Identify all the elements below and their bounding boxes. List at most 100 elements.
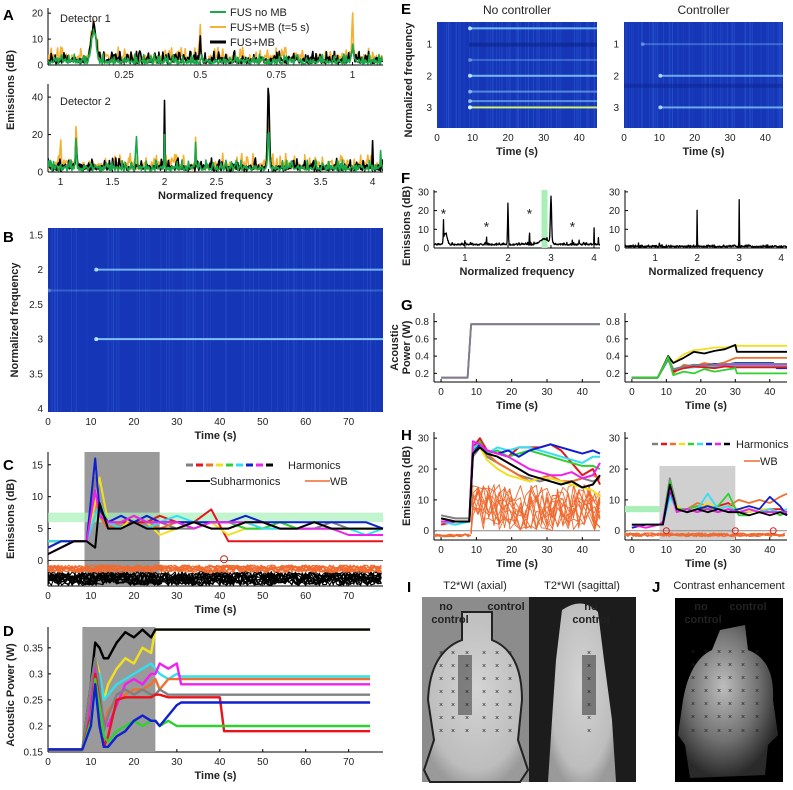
y-tick-label: 0.3	[29, 669, 43, 680]
control-label: control	[729, 601, 766, 613]
heatmap-dark-band	[469, 42, 597, 47]
legend-label: Harmonics	[736, 439, 789, 451]
wb-line	[470, 489, 601, 534]
x-tick-label: 0	[629, 545, 635, 556]
heatmap-speckle	[286, 228, 288, 412]
spectrum-series-line	[48, 131, 383, 172]
control-target-marker: ×	[482, 663, 486, 670]
heatmap-speckle	[342, 228, 344, 412]
no-control-target-marker: ×	[439, 702, 443, 709]
threshold-band	[625, 506, 660, 513]
heatmap-speckle	[370, 228, 372, 412]
y-tick-label: 0	[423, 526, 429, 537]
heatmap-speckle	[75, 228, 77, 412]
heatmap-dark-band	[624, 83, 783, 88]
x-tick-label: 10	[661, 387, 673, 398]
y-tick-label: 0	[37, 556, 43, 567]
x-tick-label: 40	[577, 545, 589, 556]
legend-label: Subharmonics	[210, 476, 281, 488]
heatmap-onset-spot	[468, 73, 472, 78]
heatmap-speckle	[633, 22, 635, 128]
spectrum-series-line	[48, 28, 383, 65]
heatmap-speckle	[352, 228, 354, 412]
heatmap-speckle	[463, 22, 465, 128]
no-control-target-marker: ×	[717, 701, 721, 708]
spectrum-series-line	[434, 195, 600, 246]
wb-line	[47, 564, 382, 574]
control-target-marker: ×	[495, 650, 499, 657]
heatmap-speckle	[243, 228, 245, 412]
power-series-line	[48, 657, 371, 751]
y-tick-label: 0.6	[415, 334, 429, 345]
control-target-marker: ×	[508, 728, 512, 735]
x-axis-label: Normalized frequency	[460, 266, 576, 278]
control-target-marker: ×	[741, 701, 745, 708]
no-control-target-marker: ×	[587, 676, 591, 683]
y-tick-label: 2	[613, 71, 619, 82]
legend-label: FUS+MB	[230, 37, 275, 49]
x-tick-label: 10	[85, 591, 97, 602]
power-series-line	[631, 356, 787, 379]
control-target-marker: ×	[755, 714, 759, 721]
y-axis-label: Acoustic Power (W)	[5, 643, 17, 747]
heatmap-speckle	[141, 228, 143, 412]
no-control-target-marker: ×	[717, 675, 721, 682]
y-tick-label: 0.4	[415, 352, 429, 363]
heatmap-speckle	[334, 228, 336, 412]
heatmap-speckle	[57, 228, 58, 412]
control-target-marker: ×	[508, 650, 512, 657]
heatmap-speckle	[271, 228, 272, 412]
heatmap-onset-spot	[640, 42, 645, 47]
y-tick-label: 5	[37, 524, 43, 535]
no-control-target-marker: ×	[465, 702, 469, 709]
no-control-target-marker: ×	[717, 714, 721, 721]
no-control-target-marker: ×	[717, 662, 721, 669]
heatmap-speckle	[366, 228, 368, 412]
no-control-target-marker: ×	[717, 688, 721, 695]
heatmap-speckle	[374, 228, 376, 412]
axial-hypointense-region	[458, 655, 472, 715]
x-tick-label: 0	[45, 417, 51, 428]
subharmonic-star-marker: *	[484, 218, 490, 234]
control-target-marker: ×	[728, 714, 732, 721]
ce-image-title: Contrast enhancement	[673, 580, 784, 592]
control-target-marker: ×	[495, 663, 499, 670]
x-tick-label: 3.5	[314, 177, 328, 188]
heatmap-speckle	[350, 228, 351, 412]
x-tick-label: 50	[257, 591, 269, 602]
no-control-target-marker: ×	[704, 662, 708, 669]
x-tick-label: 0	[621, 133, 627, 144]
x-tick-label: 20	[695, 545, 707, 556]
control-target-marker: ×	[482, 650, 486, 657]
y-tick-label: 10	[32, 492, 44, 503]
x-tick-label: 4	[591, 253, 597, 264]
y-tick-label: 0.8	[606, 317, 620, 328]
x-tick-label: 30	[541, 545, 553, 556]
y-tick-label: 0.4	[606, 352, 620, 363]
panel-letter-h: H	[401, 427, 412, 444]
heatmap-speckle	[651, 22, 653, 128]
x-tick-label: 1	[58, 177, 64, 188]
y-tick-label: 20	[418, 206, 430, 217]
x-tick-label: 70	[343, 417, 355, 428]
y-tick-label: 0	[37, 61, 43, 72]
x-tick-label: 10	[471, 545, 483, 556]
control-target-marker: ×	[755, 675, 759, 682]
x-tick-label: 0	[629, 387, 635, 398]
no-control-target-marker: ×	[451, 715, 455, 722]
heatmap-speckle	[112, 228, 114, 412]
heatmap-speckle	[295, 228, 297, 412]
heatmap-harmonic-line	[48, 289, 383, 292]
heatmap-speckle	[447, 22, 449, 128]
control-target-marker: ×	[741, 662, 745, 669]
heatmap-speckle	[301, 228, 303, 412]
heatmap-speckle	[641, 22, 643, 128]
no-control-label: no	[439, 601, 453, 613]
y-tick-label: 2.5	[29, 300, 43, 311]
x-axis-label: Time (s)	[496, 146, 538, 158]
heatmap-onset-spot	[94, 267, 99, 272]
x-tick-label: 70	[343, 591, 355, 602]
panel-letter-i: I	[407, 579, 411, 596]
no-control-target-marker: ×	[691, 728, 695, 735]
heatmap-harmonic-line	[469, 74, 597, 77]
